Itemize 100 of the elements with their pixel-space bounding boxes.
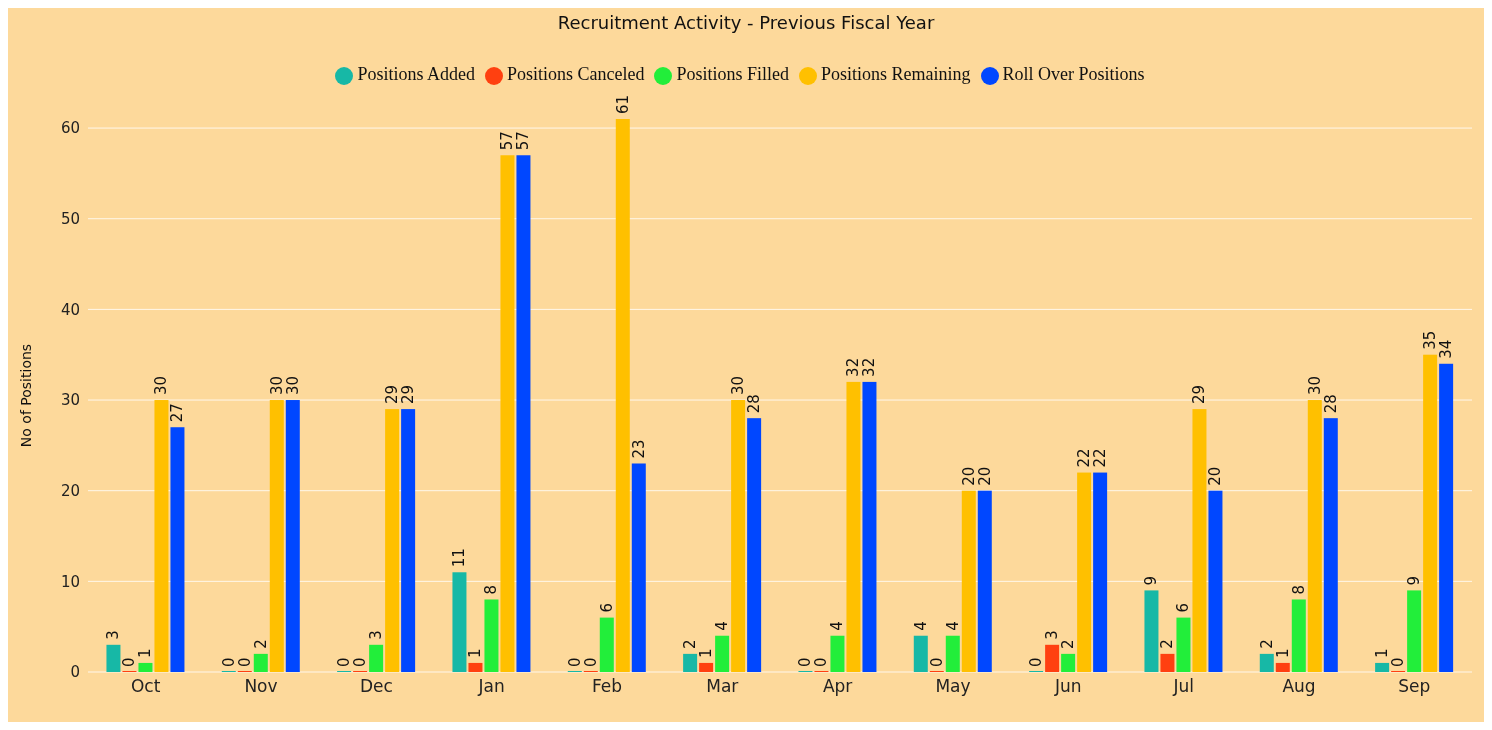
data-label: 4 (828, 621, 847, 631)
data-label: 9 (1142, 575, 1161, 586)
bar (1077, 472, 1092, 672)
data-label: 0 (581, 657, 600, 667)
bar (1307, 400, 1322, 672)
data-label: 0 (927, 657, 946, 667)
x-tick-label: Nov (244, 676, 278, 697)
y-tick-label: 10 (60, 572, 80, 591)
data-label: 57 (498, 131, 517, 151)
data-label: 1 (1273, 648, 1292, 658)
data-label: 22 (1091, 448, 1110, 468)
x-tick-label: Apr (822, 676, 853, 697)
data-label: 28 (1321, 394, 1340, 414)
y-tick-label: 0 (70, 663, 80, 682)
data-label: 20 (1206, 466, 1225, 486)
data-label: 29 (1190, 385, 1209, 405)
data-label: 4 (943, 621, 962, 631)
bar (516, 155, 531, 672)
bar (1423, 354, 1438, 672)
x-tick-label: Feb (591, 676, 623, 697)
legend-label: Positions Remaining (821, 64, 971, 84)
data-label: 20 (975, 466, 994, 486)
bar (1323, 418, 1338, 672)
data-label: 4 (713, 621, 732, 631)
legend-label: Positions Canceled (506, 64, 645, 84)
bar (1176, 617, 1191, 672)
data-label: 2 (1158, 639, 1177, 649)
bar (862, 381, 877, 672)
data-label: 30 (1305, 375, 1324, 396)
bar (154, 400, 169, 672)
bar (452, 572, 467, 672)
bar (961, 490, 976, 672)
legend-label: Positions Filled (676, 64, 790, 84)
y-tick-label: 60 (60, 119, 80, 138)
data-label: 20 (959, 466, 978, 486)
bar (138, 662, 153, 672)
data-label: 0 (565, 657, 584, 667)
data-label: 2 (1257, 639, 1276, 649)
x-tick-label: Dec (359, 676, 393, 697)
bar (385, 409, 400, 672)
data-label: 30 (283, 375, 302, 396)
bar (615, 119, 630, 672)
data-label: 9 (1405, 575, 1424, 586)
bar (747, 418, 762, 672)
data-label: 30 (267, 375, 286, 396)
data-label: 32 (860, 357, 879, 377)
bar (830, 635, 845, 672)
data-label: 0 (812, 657, 831, 667)
data-label: 29 (383, 385, 402, 405)
bar (913, 635, 928, 672)
data-label: 1 (136, 648, 155, 658)
bar (1407, 590, 1422, 672)
bar (1045, 644, 1060, 672)
data-label: 28 (745, 394, 764, 414)
bar (699, 662, 714, 672)
bar (846, 381, 861, 672)
data-label: 2 (251, 639, 270, 649)
data-label: 61 (613, 94, 632, 114)
data-label: 27 (168, 403, 187, 423)
data-label: 0 (796, 657, 815, 667)
bar (106, 644, 121, 672)
data-label: 32 (844, 357, 863, 377)
bar (731, 400, 746, 672)
y-tick-label: 20 (60, 482, 80, 501)
data-label: 1 (697, 648, 716, 658)
data-label: 23 (629, 439, 648, 459)
bar (285, 400, 300, 672)
bar (1093, 472, 1108, 672)
bar (715, 635, 730, 672)
data-label: 4 (911, 621, 930, 631)
data-label: 3 (104, 630, 123, 640)
bar (253, 653, 268, 672)
x-tick-label: Sep (1398, 676, 1431, 697)
bar (1192, 409, 1207, 672)
bar (484, 599, 499, 672)
data-label: 6 (597, 603, 616, 613)
data-label: 35 (1421, 330, 1440, 350)
bar (1208, 490, 1223, 672)
bar (500, 155, 515, 672)
bar (1259, 653, 1274, 672)
data-label: 3 (367, 630, 386, 640)
bar (269, 400, 284, 672)
bar (1160, 653, 1175, 672)
data-label: 8 (1289, 584, 1308, 595)
bar (1275, 662, 1290, 672)
data-label: 1 (1373, 648, 1392, 658)
y-tick-label: 40 (60, 300, 80, 319)
data-label: 30 (152, 375, 171, 396)
bar (1144, 590, 1159, 672)
bar (599, 617, 614, 672)
data-label: 22 (1075, 448, 1094, 468)
x-tick-label: Mar (706, 676, 739, 697)
data-label: 0 (235, 657, 254, 667)
bar (401, 409, 416, 672)
data-label: 8 (482, 584, 501, 595)
bar (631, 463, 646, 672)
x-tick-label: May (935, 676, 971, 697)
legend-label: Roll Over Positions (1002, 64, 1145, 84)
bar (1291, 599, 1306, 672)
data-label: 0 (219, 657, 238, 667)
